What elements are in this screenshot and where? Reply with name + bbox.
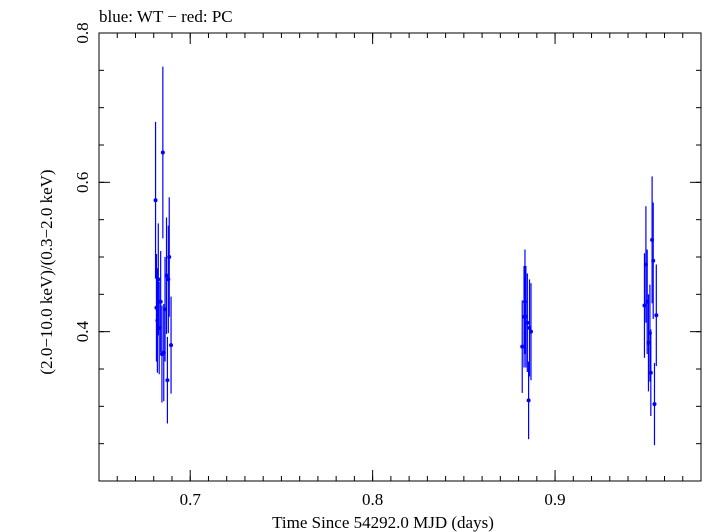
y-tick-label: 0.4 (73, 321, 92, 343)
data-point (167, 255, 172, 259)
data-point (169, 343, 174, 348)
data-point (520, 344, 525, 349)
data-point (648, 370, 653, 375)
data-point (651, 258, 656, 263)
chart-title: blue: WT − red: PC (99, 7, 233, 26)
data-point (528, 329, 533, 334)
x-tick-label: 0.7 (180, 490, 202, 509)
data-point (153, 198, 158, 203)
x-tick-label: 0.8 (362, 490, 383, 509)
y-tick-labels: 0.4 0.6 0.8 (73, 22, 92, 342)
data-point (160, 150, 165, 155)
data-point (158, 299, 163, 304)
y-axis-label: (2.0−10.0 keV)/(0.3−2.0 keV) (37, 169, 56, 374)
y-tick-label: 0.6 (73, 172, 92, 193)
data-point (654, 313, 659, 318)
data-point (525, 320, 530, 325)
data-point (165, 378, 170, 383)
x-tick-label: 0.9 (544, 490, 565, 509)
x-tick-labels: 0.7 0.8 0.9 (180, 490, 566, 509)
data-point (164, 273, 169, 278)
x-axis-label: Time Since 54292.0 MJD (days) (272, 513, 494, 532)
plot-frame (98, 32, 702, 482)
data-points (153, 66, 659, 446)
data-point (652, 402, 657, 407)
data-point (526, 398, 531, 403)
y-tick-label: 0.8 (73, 22, 92, 43)
data-point (156, 277, 161, 282)
axis-ticks (98, 32, 702, 482)
